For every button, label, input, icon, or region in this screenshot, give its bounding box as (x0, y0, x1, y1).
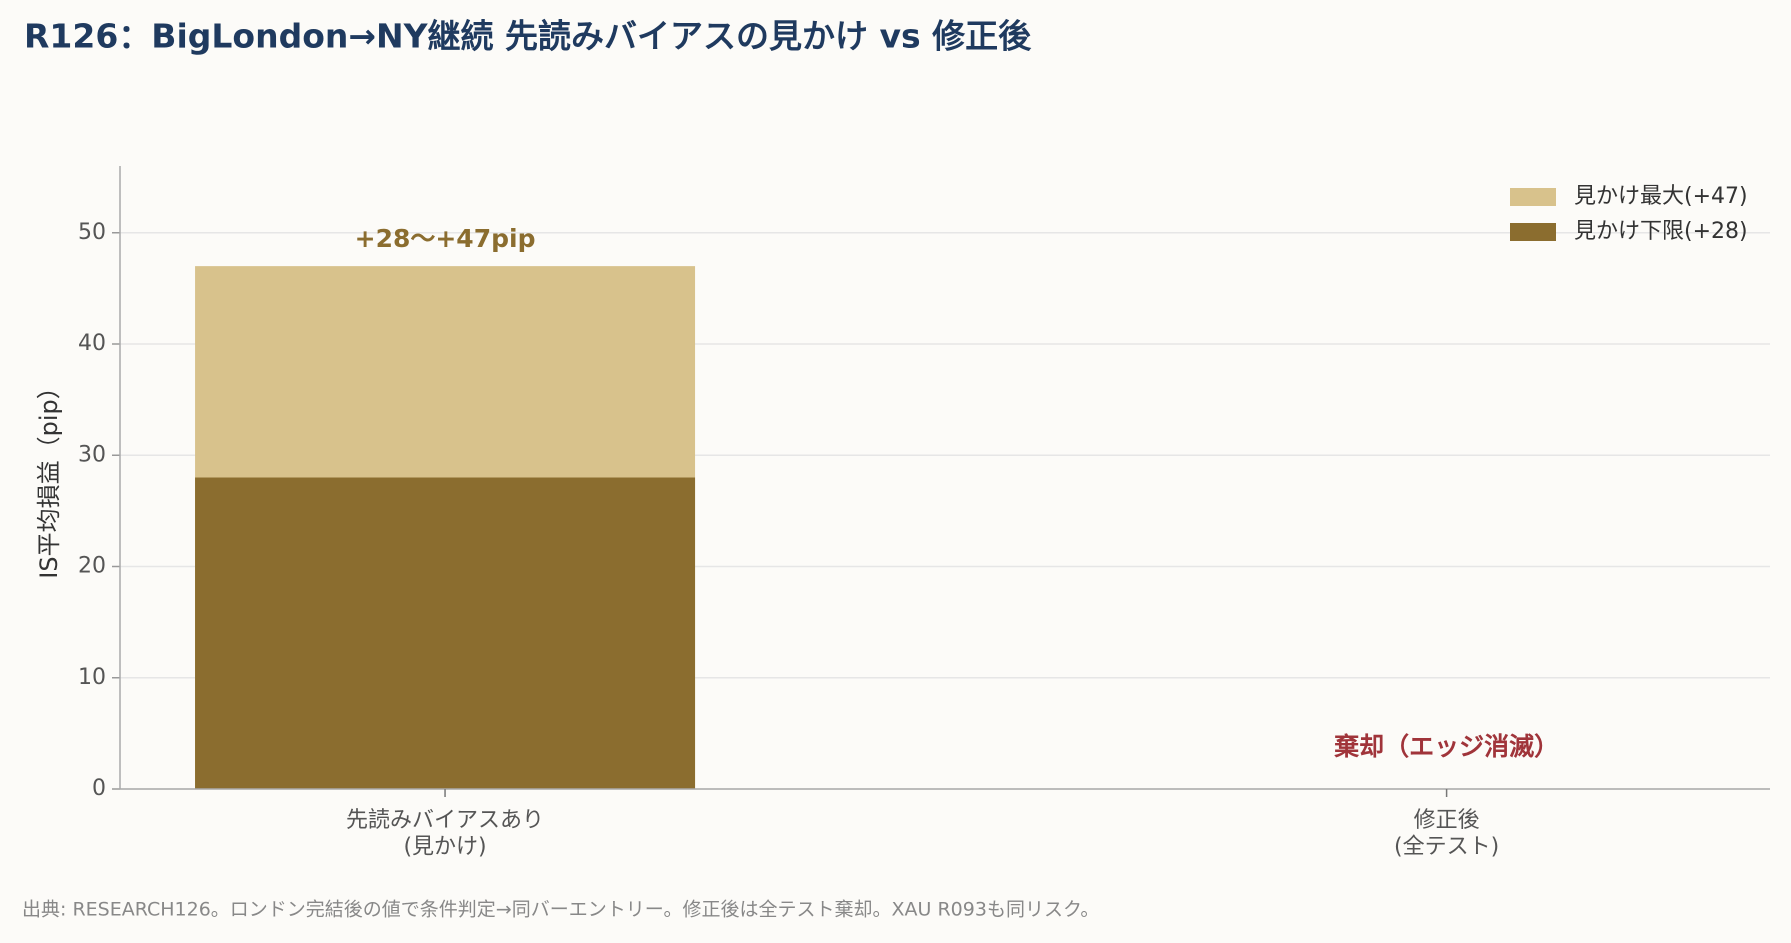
legend-label: 見かけ下限(+28) (1574, 219, 1748, 244)
x-tick-label: 先読みバイアスあり(見かけ) (346, 808, 544, 859)
annotation: 棄却（エッジ消滅） (1334, 732, 1559, 761)
y-axis-label: IS平均損益（pip） (35, 375, 63, 578)
y-tick-label: 10 (78, 665, 106, 690)
legend-label: 見かけ最大(+47) (1574, 184, 1748, 209)
y-tick-label: 0 (92, 776, 106, 801)
legend-swatch (1510, 188, 1556, 206)
y-tick-label: 50 (78, 220, 106, 245)
y-tick-label: 30 (78, 442, 106, 467)
y-tick-label: 20 (78, 554, 106, 579)
annotation: +28〜+47pip (355, 224, 536, 253)
y-tick-label: 40 (78, 331, 106, 356)
footnote: 出典: RESEARCH126。ロンドン完結後の値で条件判定→同バーエントリー。… (22, 899, 1099, 921)
x-tick-label: 修正後(全テスト) (1394, 808, 1499, 859)
legend-swatch (1510, 223, 1556, 241)
chart-title: R126：BigLondon→NY継続 先読みバイアスの見かけ vs 修正後 (24, 17, 1032, 56)
bar (195, 477, 696, 789)
